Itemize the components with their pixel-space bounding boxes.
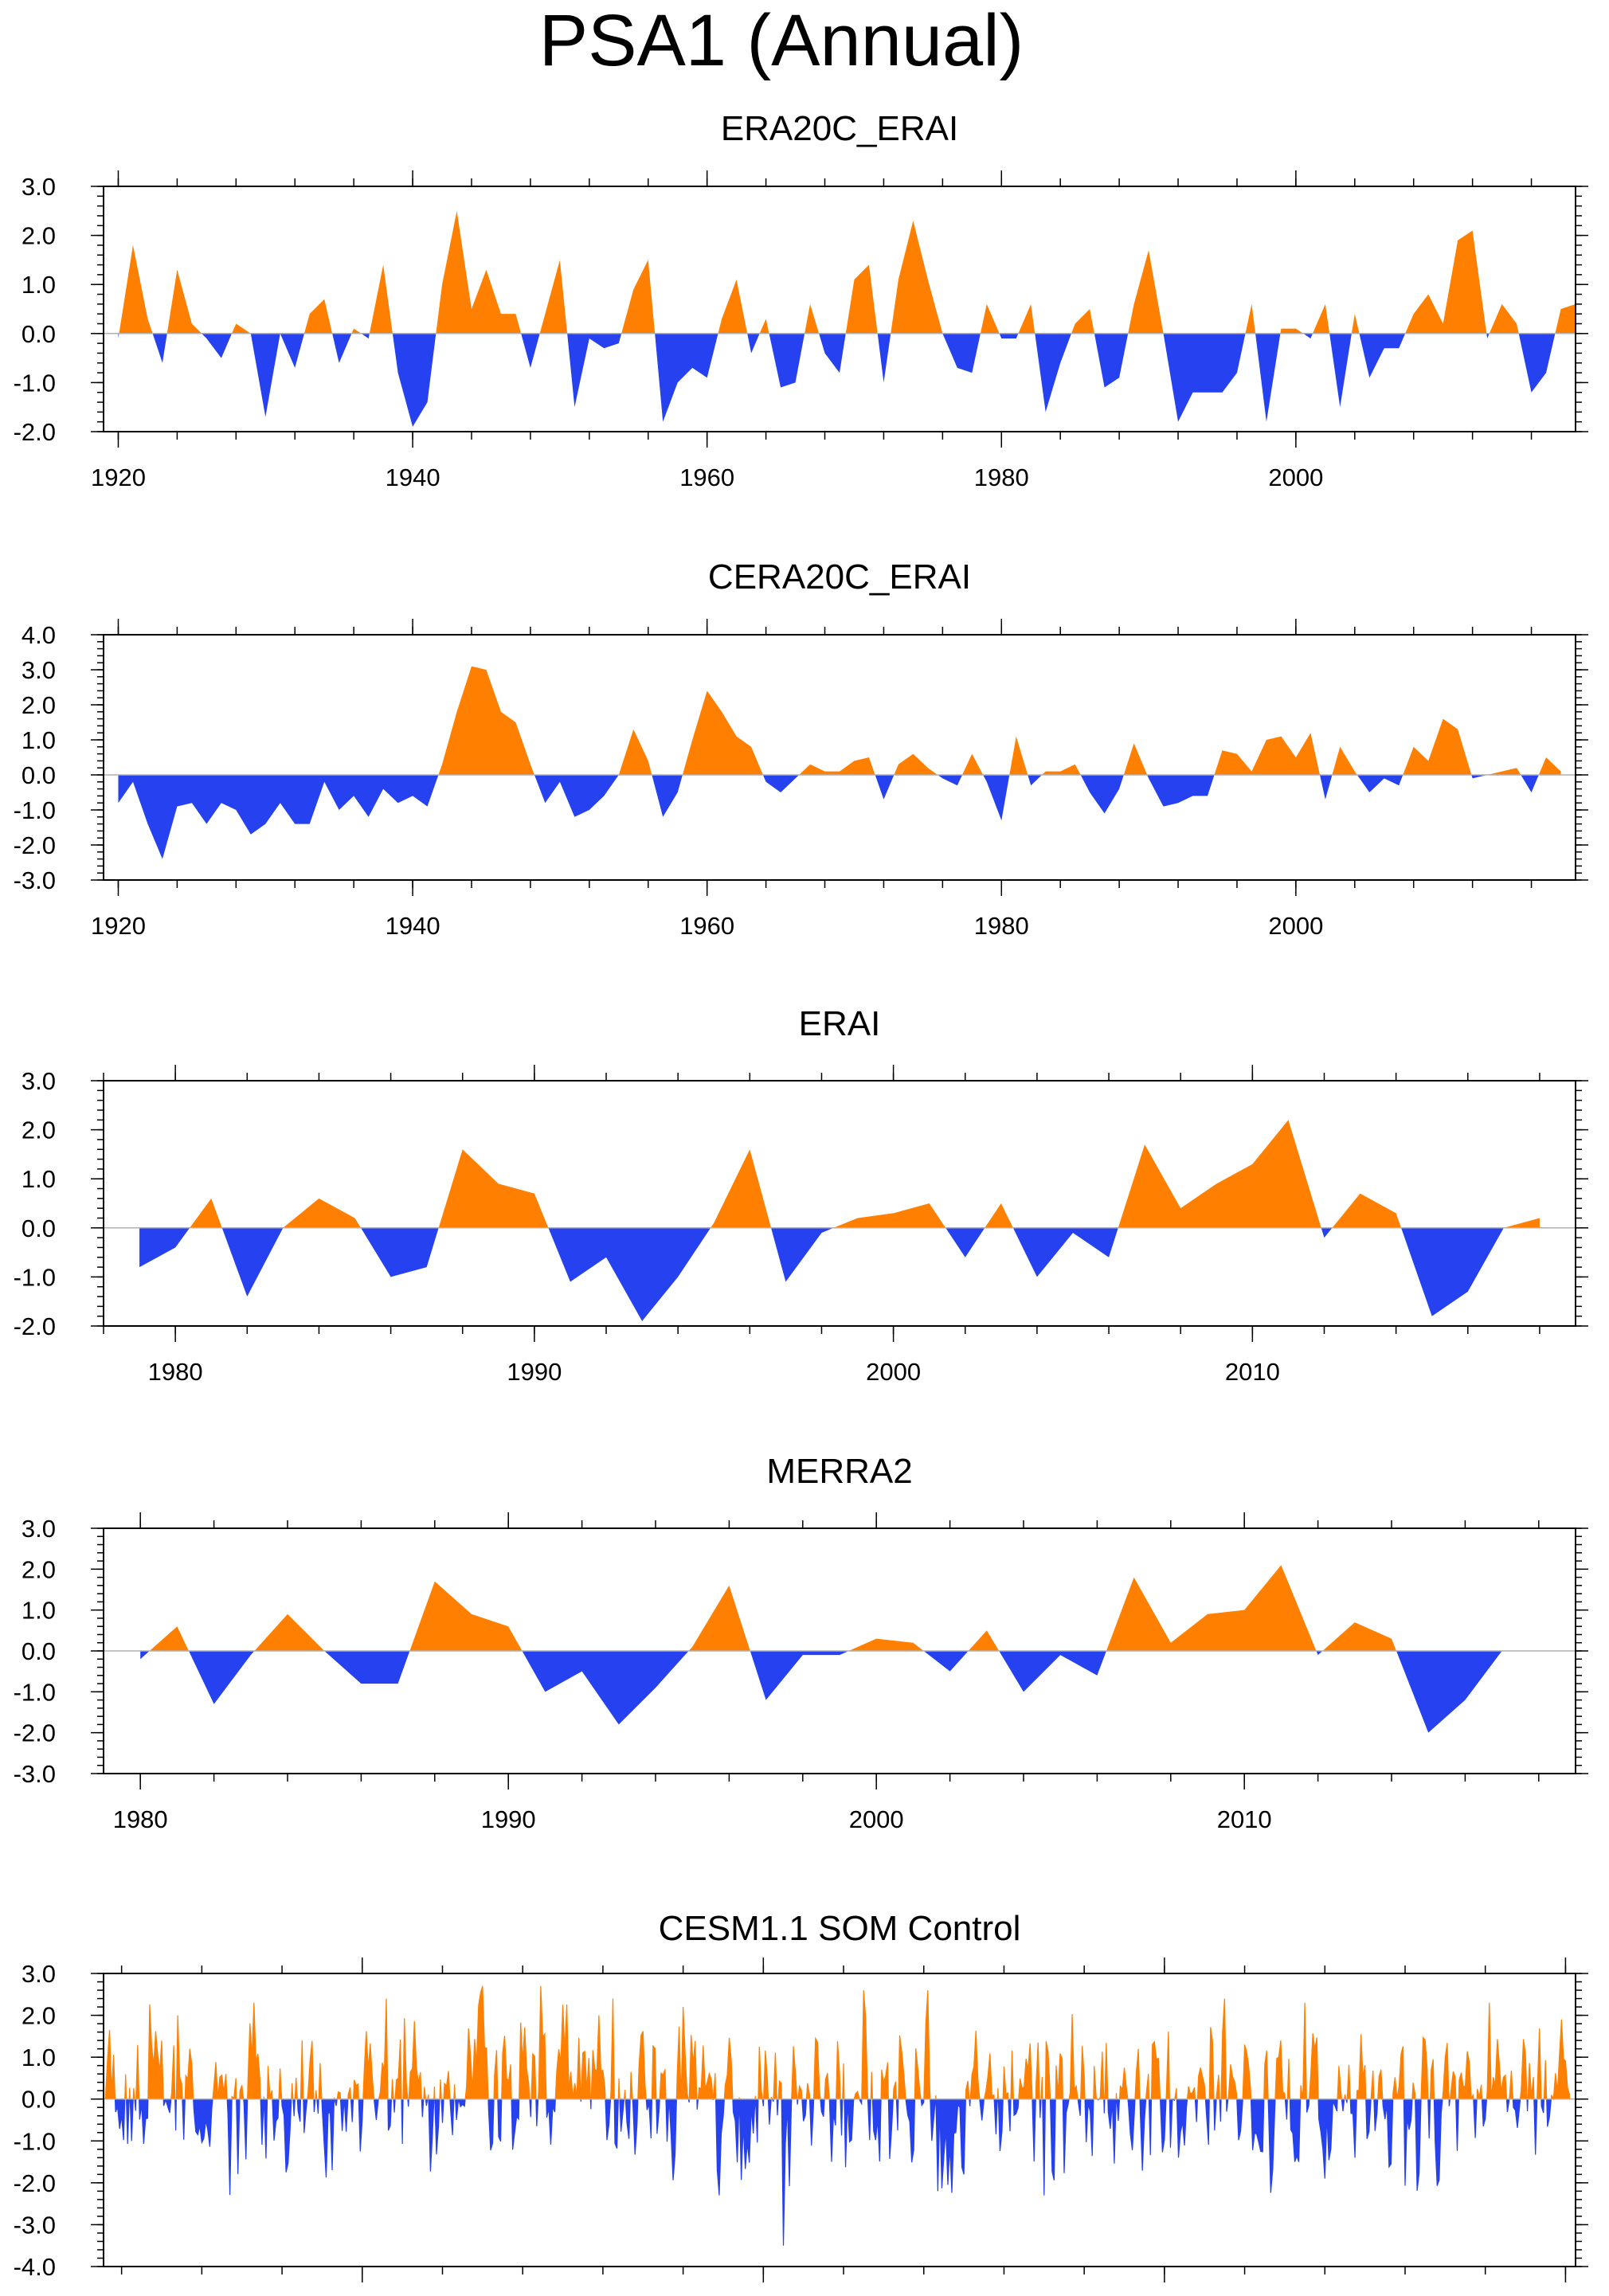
panel-title: CERA20C_ERAI [708,557,971,596]
plot-frame [103,634,1576,881]
y-tick-label: 2.0 [22,1117,56,1144]
y-tick-label: 3.0 [22,656,56,684]
y-axis-ticks [91,634,1588,881]
panel-3: ERAI -2.0 -1.0 0.0 1.0 2.0 3.0 1980 1990 2000 2010 [14,1004,1588,1386]
x-tick-label: 2000 [1268,912,1323,940]
x-axis-ticks [120,1958,1567,2282]
x-tick-label: 1940 [386,464,440,491]
x-axis-ticks [117,170,1533,448]
negative-anomaly-area [140,1651,1502,1733]
y-tick-label: 3.0 [22,1067,56,1095]
y-tick-label: 2.0 [22,691,56,719]
y-tick-label: 0.0 [22,1637,56,1665]
x-tick-label: 2010 [1217,1805,1272,1833]
y-tick-label: -3.0 [14,2211,56,2239]
x-tick-label: 1920 [91,464,146,491]
y-tick-label: 3.0 [22,1515,56,1543]
panel-title: CESM1.1 SOM Control [659,1909,1021,1948]
plot-frame [103,1080,1576,1327]
y-axis-ticks [91,186,1588,432]
y-tick-label: -2.0 [14,1312,56,1340]
plot-frame [103,1973,1576,2267]
x-tick-label: 2000 [866,1358,921,1386]
y-tick-label: -2.0 [14,1719,56,1747]
x-tick-label: 1920 [91,912,146,940]
y-tick-label: -1.0 [14,369,56,397]
y-axis-ticks [91,1527,1588,1774]
positive-anomaly-area [140,1565,1502,1651]
positive-anomaly-area [118,666,1561,775]
y-tick-label: 2.0 [22,1555,56,1583]
figure-title: PSA1 (Annual) [539,0,1024,81]
x-tick-label: 1990 [507,1358,562,1386]
y-tick-label: 0.0 [22,2086,56,2114]
y-tick-label: -2.0 [14,2169,56,2197]
y-tick-label: 3.0 [22,1960,56,1988]
x-axis-ticks [139,1512,1540,1789]
x-tick-label: 1980 [974,912,1029,940]
negative-anomaly-area [118,775,1561,859]
positive-anomaly-area [139,1120,1540,1228]
y-tick-label: 2.0 [22,222,56,250]
panel-title: ERAI [799,1004,881,1043]
y-axis-ticks [91,1973,1588,2267]
y-tick-label: 1.0 [22,271,56,299]
panel-title: ERA20C_ERAI [721,109,958,148]
x-tick-label: 1960 [679,464,734,491]
y-axis-ticks [91,1080,1588,1327]
panel-5: CESM1.1 SOM Control -4.0 -3.0 -2.0 -1.0 0.0 1.… [14,1909,1588,2282]
positive-anomaly-area [104,1985,1571,2101]
y-tick-label: 1.0 [22,1165,56,1193]
x-tick-label: 1980 [974,464,1029,491]
y-tick-label: 1.0 [22,2044,56,2071]
y-tick-label: -3.0 [14,866,56,894]
y-tick-label: -1.0 [14,1263,56,1291]
x-axis-ticks [117,619,1533,896]
y-tick-label: 0.0 [22,761,56,789]
x-axis-ticks [103,1065,1540,1342]
y-tick-label: 1.0 [22,726,56,754]
x-tick-label: 2000 [1268,464,1323,491]
y-tick-label: 0.0 [22,1214,56,1242]
y-tick-label: -1.0 [14,1678,56,1706]
negative-anomaly-area [105,2098,1570,2246]
panel-2: CERA20C_ERAI -3.0 -2.0 -1.0 0.0 1.0 2.0 3.0 4.0 1… [14,557,1588,940]
x-tick-label: 1940 [386,912,440,940]
x-tick-label: 1980 [148,1358,203,1386]
x-tick-label: 1990 [481,1805,536,1833]
y-tick-label: 3.0 [22,173,56,201]
x-tick-label: 2010 [1225,1358,1280,1386]
y-tick-label: -2.0 [14,831,56,859]
y-tick-label: -4.0 [14,2253,56,2281]
negative-anomaly-area [118,333,1576,427]
y-tick-label: -1.0 [14,796,56,824]
x-tick-label: 2000 [849,1805,904,1833]
panel-1: ERA20C_ERAI -2.0 -1.0 0.0 1.0 2.0 3.0 1920 1940 1… [14,109,1588,491]
y-tick-label: 4.0 [22,621,56,649]
positive-anomaly-area [118,210,1576,334]
y-tick-label: 2.0 [22,2002,56,2030]
y-tick-label: -3.0 [14,1760,56,1788]
panel-title: MERRA2 [766,1452,912,1491]
panel-4: MERRA2 -3.0 -2.0 -1.0 0.0 1.0 2.0 3.0 1980 1990 20… [14,1452,1588,1833]
x-tick-label: 1960 [679,912,734,940]
plot-frame [103,186,1576,432]
y-tick-label: 0.0 [22,320,56,348]
y-tick-label: 1.0 [22,1597,56,1625]
y-tick-label: -1.0 [14,2127,56,2155]
negative-anomaly-area [139,1227,1540,1321]
y-tick-label: -2.0 [14,418,56,446]
x-tick-label: 1980 [113,1805,168,1833]
